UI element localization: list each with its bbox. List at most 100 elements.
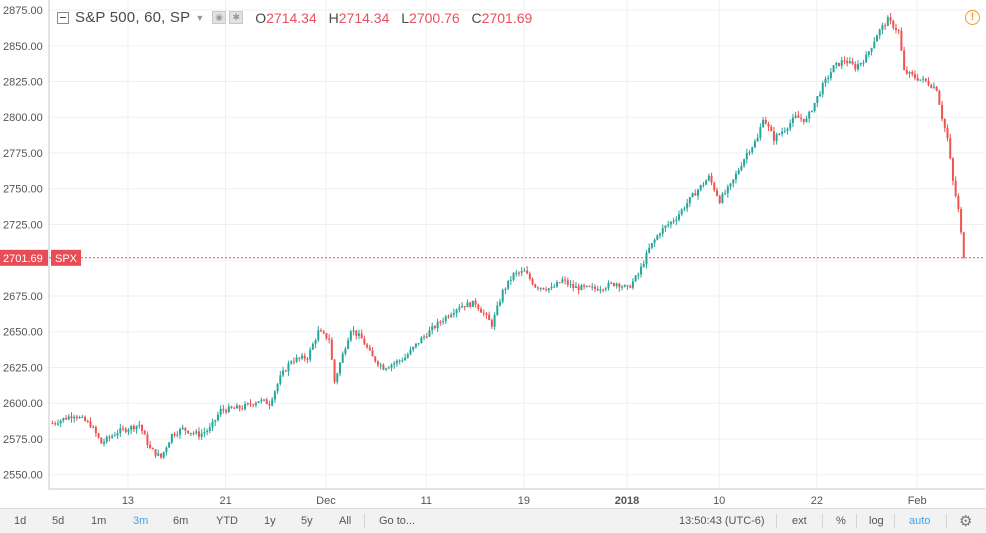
candle <box>485 312 488 319</box>
candle <box>295 354 298 364</box>
range-all-button[interactable]: All <box>339 515 352 527</box>
candle <box>428 326 431 338</box>
candle <box>184 427 187 435</box>
candle <box>922 75 925 83</box>
x-tick-label: 2018 <box>615 495 639 507</box>
gear-icon[interactable]: ✱ <box>229 11 244 24</box>
candle <box>157 449 160 457</box>
candle <box>951 157 954 186</box>
candle <box>949 133 952 160</box>
x-tick-label: 22 <box>811 495 823 507</box>
candle <box>233 406 236 409</box>
candle <box>414 343 417 349</box>
candle <box>260 397 263 404</box>
candle <box>200 429 203 440</box>
candle <box>105 435 108 444</box>
candle <box>86 419 89 424</box>
clock-timezone[interactable]: 13:50:43 (UTC-6) <box>679 515 765 527</box>
toolbar-divider <box>856 514 857 528</box>
candle <box>108 434 111 442</box>
candle <box>371 347 374 357</box>
candle <box>208 423 211 434</box>
candle <box>170 433 173 445</box>
settings-gear-icon[interactable]: ⚙ <box>959 513 973 530</box>
candle <box>433 324 436 330</box>
candle <box>854 61 857 72</box>
candle <box>642 260 645 268</box>
candle <box>713 181 716 192</box>
ext-hours-toggle[interactable]: ext <box>792 515 807 527</box>
candle <box>710 172 713 186</box>
candle <box>360 329 363 339</box>
candle <box>385 367 388 372</box>
range-5y-button[interactable]: 5y <box>301 515 313 527</box>
candle <box>846 57 849 67</box>
range-1y-button[interactable]: 1y <box>264 515 276 527</box>
y-tick-label: 2800.00 <box>3 112 43 124</box>
close-label: C <box>471 9 482 26</box>
range-5d-button[interactable]: 5d <box>52 515 65 527</box>
candle <box>645 249 648 269</box>
candle <box>783 127 786 134</box>
auto-scale-toggle[interactable]: auto <box>909 515 931 527</box>
candle <box>452 308 455 318</box>
candle <box>827 75 830 84</box>
candle <box>227 403 230 413</box>
percent-scale-toggle[interactable]: % <box>836 515 846 527</box>
candle <box>404 353 407 361</box>
candle <box>366 342 369 349</box>
candle <box>273 390 276 403</box>
candle <box>596 285 599 292</box>
candle <box>553 283 556 288</box>
candle <box>797 110 800 118</box>
candle <box>517 271 520 277</box>
candle <box>73 414 76 423</box>
candle <box>705 179 708 185</box>
range-1d-button[interactable]: 1d <box>14 515 27 527</box>
candle <box>276 382 279 395</box>
candle <box>143 429 146 435</box>
candle <box>265 397 268 405</box>
log-scale-toggle[interactable]: log <box>869 515 884 527</box>
go-to-button[interactable]: Go to... <box>379 515 416 527</box>
candle <box>604 286 607 292</box>
toolbar-divider <box>776 514 777 528</box>
x-tick-label: Feb <box>908 495 927 507</box>
candle <box>317 326 320 343</box>
symbol-title[interactable]: S&P 500, 60, SP <box>75 9 191 26</box>
candle <box>477 303 480 312</box>
candle <box>417 343 420 346</box>
candle <box>808 110 811 123</box>
alert-icon[interactable]: ! <box>965 10 980 25</box>
ohlc-values: O2714.34 H2714.34 L2700.76 C2701.69 <box>255 10 532 26</box>
candle <box>431 322 434 335</box>
range-3m-button[interactable]: 3m <box>133 515 149 527</box>
candle <box>528 271 531 281</box>
candle <box>138 420 141 429</box>
candle <box>103 438 106 447</box>
open-value: 2714.34 <box>266 9 317 26</box>
candle <box>542 287 545 290</box>
y-tick-label: 2775.00 <box>3 148 43 160</box>
candle <box>84 415 87 422</box>
candle <box>905 66 908 75</box>
candle <box>292 357 295 365</box>
eye-icon[interactable]: ◉ <box>212 11 227 24</box>
range-6m-button[interactable]: 6m <box>173 515 189 527</box>
candle <box>851 57 854 66</box>
range-ytd-button[interactable]: YTD <box>216 515 238 527</box>
candle <box>298 357 301 362</box>
candle <box>683 206 686 212</box>
grid <box>49 0 985 489</box>
range-1m-button[interactable]: 1m <box>91 515 107 527</box>
bottom-toolbar: 1d 5d 1m 3m 6m YTD 1y 5y All Go to... 13… <box>0 508 986 533</box>
candle <box>341 351 344 364</box>
chevron-down-icon[interactable]: ▼ <box>195 12 205 23</box>
collapse-legend-icon[interactable] <box>57 11 69 24</box>
candle <box>954 176 957 198</box>
candle <box>913 70 916 81</box>
candle <box>536 286 539 291</box>
candle <box>178 427 181 439</box>
candle <box>593 284 596 293</box>
